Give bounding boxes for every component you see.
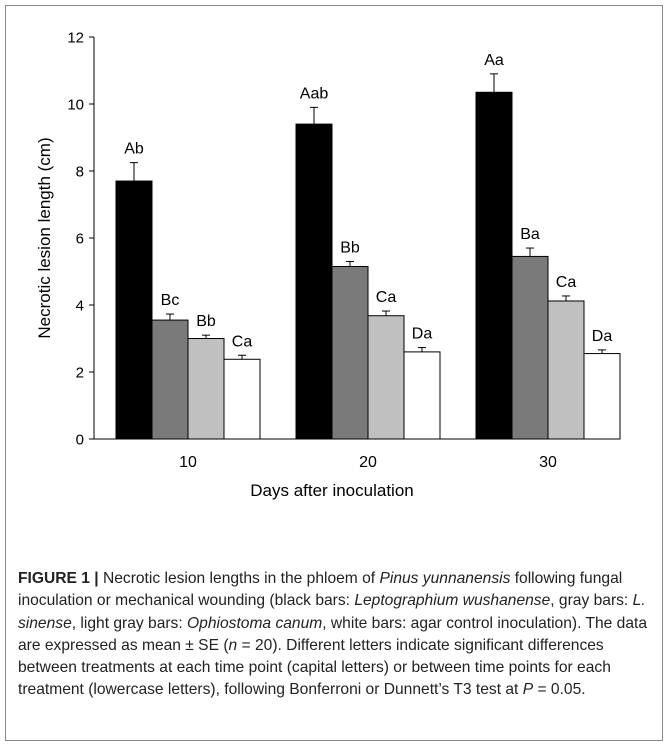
- bar-chart: 0 2 4 6 8 10 12 Ab Aab Aa Bc Bb Ba Bb Ca Ca Ca Da Da 10 20 30…: [35, 30, 621, 500]
- significance-label: Bb: [196, 313, 216, 330]
- bar: [403, 351, 441, 440]
- x-tick-label: 20: [359, 454, 377, 471]
- bar: [151, 319, 189, 440]
- significance-label: Aab: [300, 85, 329, 102]
- significance-label: Bc: [161, 292, 180, 309]
- significance-label: Ab: [124, 141, 144, 158]
- significance-label: Bb: [340, 239, 360, 256]
- caption-n-symbol: n: [228, 636, 238, 654]
- bar: [367, 315, 405, 440]
- bar: [583, 353, 621, 440]
- caption-text-7: = 0.05.: [533, 681, 586, 699]
- y-tick-label: 8: [76, 164, 84, 181]
- bar: [223, 358, 261, 440]
- significance-label: Da: [412, 326, 433, 343]
- significance-label: Ca: [556, 274, 577, 291]
- bar: [187, 338, 225, 440]
- bar: [115, 180, 153, 440]
- significance-label: Ca: [232, 333, 253, 350]
- caption-text-3: , gray bars:: [550, 592, 633, 610]
- bar: [511, 255, 549, 440]
- y-tick-label: 2: [76, 365, 84, 382]
- bar: [295, 123, 333, 440]
- y-tick-label: 10: [67, 97, 84, 114]
- caption-text-5: , white bars: agar control inoculation).…: [18, 614, 648, 654]
- figure-caption: FIGURE 1 | Necrotic lesion lengths in th…: [18, 568, 652, 702]
- significance-label: Da: [592, 328, 613, 345]
- bar: [475, 91, 513, 440]
- y-tick-label: 12: [67, 30, 84, 47]
- significance-label: Aa: [484, 52, 504, 69]
- y-tick-label: 4: [76, 298, 84, 315]
- y-tick-label: 6: [76, 231, 84, 248]
- caption-text-1: Necrotic lesion lengths in the phloem of: [98, 570, 380, 587]
- caption-species-pinus: Pinus yunnanensis: [379, 570, 511, 587]
- caption-label: FIGURE 1 |: [18, 570, 99, 587]
- caption-species-leptographium: Leptographium wushanense: [354, 592, 551, 610]
- caption-text-4: , light gray bars:: [71, 614, 188, 632]
- y-axis-title: Necrotic lesion length (cm): [35, 137, 54, 338]
- caption-species-sinense: L. sinense: [18, 592, 646, 632]
- significance-label: Ca: [376, 289, 397, 306]
- x-tick-label: 10: [179, 454, 197, 471]
- x-axis-title: Days after inoculation: [250, 481, 413, 500]
- caption-p-symbol: P: [522, 681, 534, 699]
- caption-text-6: = 20). Different letters indicate signif…: [18, 636, 611, 699]
- bar: [331, 265, 369, 440]
- significance-label: Ba: [520, 226, 540, 243]
- bar: [547, 300, 585, 440]
- y-tick-label: 0: [76, 432, 84, 449]
- x-tick-label: 30: [539, 454, 557, 471]
- caption-species-ophiostoma: Ophiostoma canum: [187, 614, 323, 632]
- caption-text-2: following fungal inoculation or mechanic…: [18, 570, 623, 610]
